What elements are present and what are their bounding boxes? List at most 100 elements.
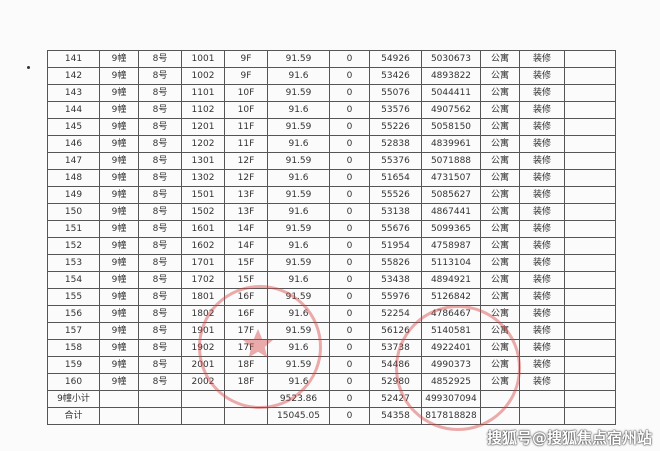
table-cell: 9幢 bbox=[99, 271, 139, 289]
table-cell: 10F bbox=[224, 101, 268, 119]
table-cell bbox=[564, 305, 616, 323]
table-cell: 149 bbox=[47, 186, 100, 204]
table-cell: 9幢 bbox=[99, 305, 139, 323]
table-cell: 公寓 bbox=[480, 118, 520, 136]
table-cell: 2002 bbox=[181, 373, 225, 391]
table-cell: 13F bbox=[224, 186, 268, 204]
table-cell bbox=[99, 390, 139, 408]
table-cell bbox=[564, 271, 616, 289]
table-cell: 1102 bbox=[181, 101, 225, 119]
table-cell: 公寓 bbox=[480, 271, 520, 289]
table-cell: 156 bbox=[47, 305, 100, 323]
table-cell: 装修 bbox=[519, 237, 565, 255]
table-cell: 装修 bbox=[519, 152, 565, 170]
table-cell bbox=[564, 135, 616, 153]
table-cell: 装修 bbox=[519, 118, 565, 136]
table-cell: 0 bbox=[329, 356, 370, 374]
table-cell: 9幢 bbox=[99, 186, 139, 204]
table-cell: 5140581 bbox=[421, 322, 481, 340]
table-cell: 9F bbox=[224, 50, 268, 68]
table-cell: 0 bbox=[329, 407, 370, 425]
table-row: 9幢小计 9523.86 0 52427 499307094 bbox=[47, 390, 616, 408]
table-cell: 公寓 bbox=[480, 237, 520, 255]
table-cell: 141 bbox=[47, 50, 100, 68]
table-cell: 公寓 bbox=[480, 322, 520, 340]
table-cell: 8号 bbox=[138, 220, 182, 238]
table-cell: 1702 bbox=[181, 271, 225, 289]
table-cell bbox=[564, 67, 616, 85]
table-cell: 公寓 bbox=[480, 152, 520, 170]
table-cell: 15F bbox=[224, 254, 268, 272]
table-cell: 91.59 bbox=[267, 50, 330, 68]
table-cell bbox=[564, 407, 616, 425]
table-cell bbox=[564, 50, 616, 68]
housing-price-table: 141 9幢 8号 1001 9F 91.59 0 54926 5030673 公寓 装修 142 9幢… bbox=[47, 50, 616, 425]
table-cell: 4894921 bbox=[421, 271, 481, 289]
table-cell: 合计 bbox=[47, 407, 100, 425]
table-cell bbox=[564, 84, 616, 102]
table-row: 合计 15045.05 0 54358 817818828 bbox=[47, 407, 616, 425]
table-cell: 8号 bbox=[138, 305, 182, 323]
table-cell: 152 bbox=[47, 237, 100, 255]
table-cell: 9幢 bbox=[99, 254, 139, 272]
table-cell: 9幢 bbox=[99, 152, 139, 170]
table-cell: 52427 bbox=[369, 390, 422, 408]
table-cell: 17F bbox=[224, 339, 268, 357]
table-cell: 公寓 bbox=[480, 186, 520, 204]
table-cell bbox=[480, 390, 520, 408]
table-cell: 54926 bbox=[369, 50, 422, 68]
table-cell: 91.6 bbox=[267, 67, 330, 85]
table-cell: 55826 bbox=[369, 254, 422, 272]
table-cell bbox=[564, 254, 616, 272]
table-cell: 14F bbox=[224, 220, 268, 238]
table-row: 154 9幢 8号 1702 15F 91.6 0 53438 4894921 公寓 装修 bbox=[47, 271, 616, 289]
table-cell: 1701 bbox=[181, 254, 225, 272]
table-cell: 54358 bbox=[369, 407, 422, 425]
table-cell: 8号 bbox=[138, 322, 182, 340]
table-cell: 9幢 bbox=[99, 237, 139, 255]
table-cell: 56126 bbox=[369, 322, 422, 340]
table-cell: 91.6 bbox=[267, 135, 330, 153]
table-cell: 150 bbox=[47, 203, 100, 221]
table-cell: 8号 bbox=[138, 84, 182, 102]
table-cell: 155 bbox=[47, 288, 100, 306]
table-cell: 0 bbox=[329, 203, 370, 221]
table-cell: 1201 bbox=[181, 118, 225, 136]
table-cell bbox=[138, 407, 182, 425]
table-cell: 1302 bbox=[181, 169, 225, 187]
table-cell: 1301 bbox=[181, 152, 225, 170]
table-cell: 12F bbox=[224, 152, 268, 170]
table-cell: 公寓 bbox=[480, 254, 520, 272]
table-row: 147 9幢 8号 1301 12F 91.59 0 55376 5071888 公寓 装修 bbox=[47, 152, 616, 170]
table-cell bbox=[224, 407, 268, 425]
table-cell: 0 bbox=[329, 118, 370, 136]
table-cell: 148 bbox=[47, 169, 100, 187]
table-cell: 公寓 bbox=[480, 169, 520, 187]
table-cell: 53576 bbox=[369, 101, 422, 119]
table-cell: 9幢 bbox=[99, 220, 139, 238]
table-cell: 91.6 bbox=[267, 237, 330, 255]
table-cell: 5126842 bbox=[421, 288, 481, 306]
table-cell: 4867441 bbox=[421, 203, 481, 221]
table-row: 145 9幢 8号 1201 11F 91.59 0 55226 5058150 公寓 装修 bbox=[47, 118, 616, 136]
table-cell bbox=[181, 407, 225, 425]
table-cell: 0 bbox=[329, 373, 370, 391]
table-cell bbox=[564, 203, 616, 221]
table-cell: 0 bbox=[329, 305, 370, 323]
table-cell: 146 bbox=[47, 135, 100, 153]
table-cell: 0 bbox=[329, 322, 370, 340]
table-cell: 91.6 bbox=[267, 339, 330, 357]
table-cell: 1202 bbox=[181, 135, 225, 153]
table-cell: 91.6 bbox=[267, 101, 330, 119]
table-cell: 91.6 bbox=[267, 305, 330, 323]
table-cell: 1001 bbox=[181, 50, 225, 68]
table-row: 149 9幢 8号 1501 13F 91.59 0 55526 5085627 公寓 装修 bbox=[47, 186, 616, 204]
table-cell: 公寓 bbox=[480, 135, 520, 153]
table-cell: 公寓 bbox=[480, 101, 520, 119]
table-cell: 13F bbox=[224, 203, 268, 221]
table-cell: 0 bbox=[329, 169, 370, 187]
table-cell: 8号 bbox=[138, 67, 182, 85]
table-cell: 0 bbox=[329, 254, 370, 272]
table-row: 152 9幢 8号 1602 14F 91.6 0 51954 4758987 公寓 装修 bbox=[47, 237, 616, 255]
table-cell: 1501 bbox=[181, 186, 225, 204]
